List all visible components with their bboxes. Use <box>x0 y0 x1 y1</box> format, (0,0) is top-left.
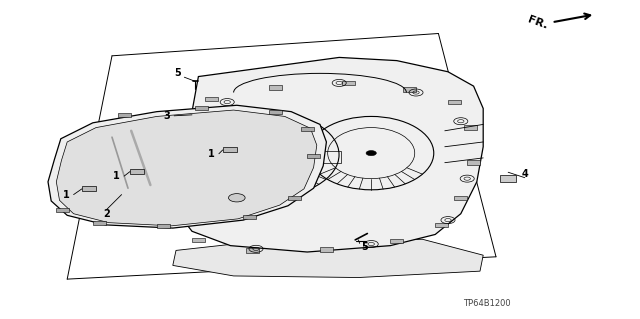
Bar <box>342 81 355 85</box>
Text: FR.: FR. <box>527 14 549 31</box>
Bar <box>448 100 461 104</box>
Bar <box>390 239 403 243</box>
Text: 3: 3 <box>163 111 170 121</box>
Bar <box>293 151 341 163</box>
Bar <box>205 97 218 101</box>
Text: TP64B1200: TP64B1200 <box>463 299 510 308</box>
Bar <box>320 247 333 252</box>
Polygon shape <box>56 110 317 226</box>
Text: 5: 5 <box>175 68 181 78</box>
Polygon shape <box>48 105 326 228</box>
Text: 5: 5 <box>362 242 368 252</box>
Bar <box>435 223 448 227</box>
FancyArrowPatch shape <box>554 13 590 22</box>
Bar <box>269 110 282 114</box>
Text: 2: 2 <box>103 209 109 219</box>
Bar <box>288 196 301 200</box>
Circle shape <box>366 151 376 156</box>
Bar <box>174 218 187 222</box>
Bar <box>454 196 467 200</box>
Bar <box>93 221 106 225</box>
Bar <box>269 85 282 90</box>
Bar <box>192 238 205 242</box>
Bar <box>464 125 477 130</box>
Bar <box>467 160 480 165</box>
Bar <box>186 117 198 122</box>
Bar <box>243 215 256 219</box>
Text: 1: 1 <box>63 189 69 200</box>
Bar <box>301 127 314 131</box>
Bar <box>56 208 69 212</box>
Bar <box>403 87 416 92</box>
Bar <box>500 175 516 182</box>
Bar <box>307 154 320 158</box>
Circle shape <box>228 194 245 202</box>
Bar <box>195 106 208 110</box>
Bar <box>246 248 259 253</box>
Circle shape <box>259 152 272 158</box>
Polygon shape <box>173 239 483 278</box>
Text: 4: 4 <box>522 169 528 179</box>
Bar <box>130 169 144 174</box>
Bar <box>176 151 189 155</box>
Polygon shape <box>173 57 483 252</box>
Bar <box>82 186 96 191</box>
Bar <box>223 147 237 152</box>
Bar <box>157 224 170 228</box>
Text: 1: 1 <box>113 171 120 181</box>
Text: 1: 1 <box>208 149 214 159</box>
Bar <box>170 189 182 194</box>
Bar <box>118 113 131 117</box>
